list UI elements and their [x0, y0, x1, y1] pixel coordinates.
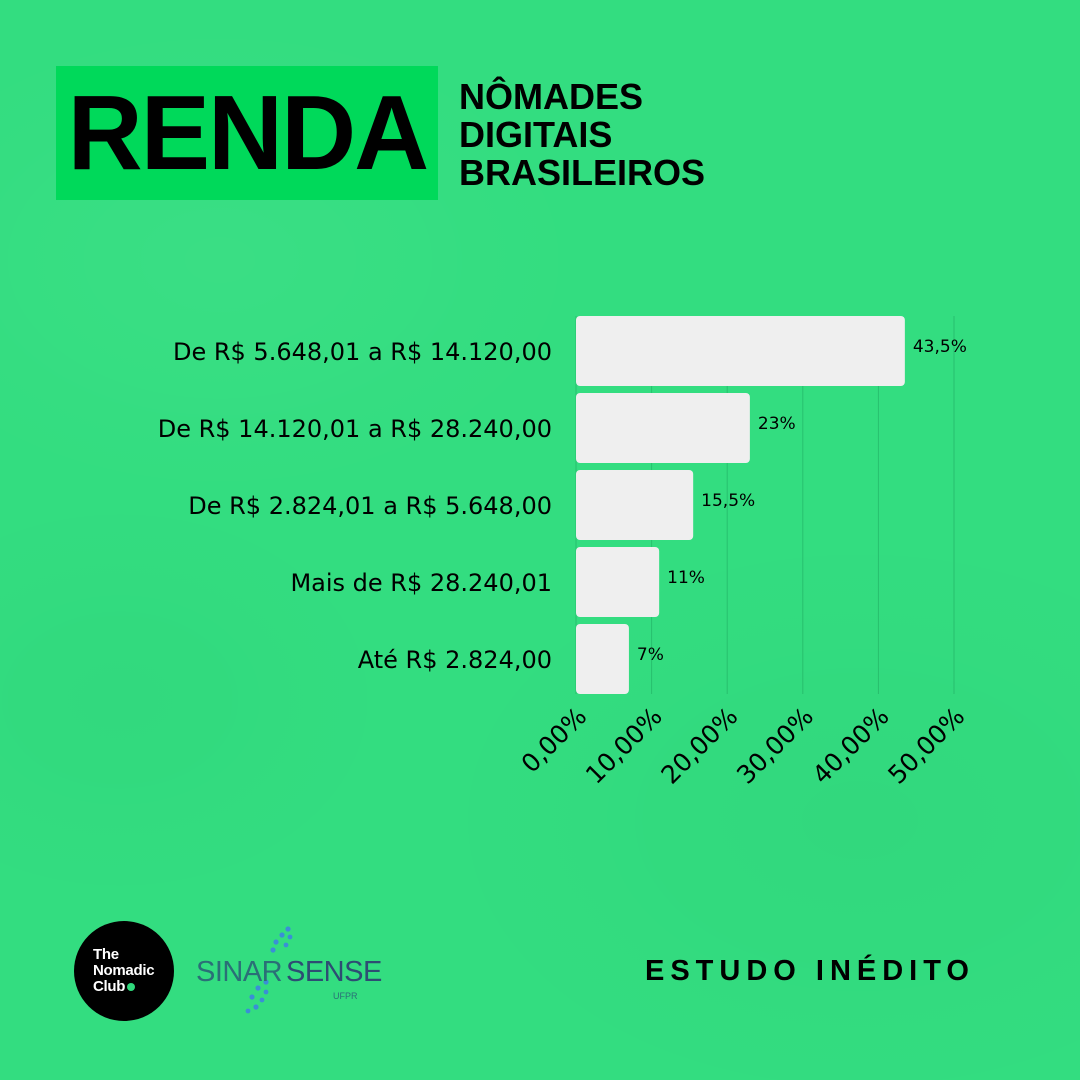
data-label: 11%: [667, 568, 705, 588]
bar: [576, 316, 905, 386]
bar: [576, 393, 750, 463]
ufpr-label: UFPR: [333, 991, 358, 1001]
title-box: RENDA: [56, 66, 438, 200]
page-subtitle: NÔMADES DIGITAIS BRASILEIROS: [459, 78, 705, 192]
data-label: 7%: [637, 645, 664, 665]
sinarsense-dots-icon: [245, 926, 293, 1014]
study-label: ESTUDO INÉDITO: [645, 955, 975, 987]
category-label: De R$ 2.824,01 a R$ 5.648,00: [188, 492, 552, 520]
category-label: Mais de R$ 28.240,01: [290, 569, 552, 597]
data-label: 43,5%: [913, 337, 967, 357]
data-label: 15,5%: [701, 491, 755, 511]
nomadic-club-logo: The Nomadic Club: [74, 921, 174, 1021]
sense-word: SENSE: [286, 956, 382, 988]
bar: [576, 547, 660, 617]
category-label: De R$ 14.120,01 a R$ 28.240,00: [158, 415, 552, 443]
nomadic-logo-line-2: Nomadic: [93, 962, 155, 979]
nomadic-logo-line-1: The: [93, 946, 119, 963]
logo-dot-icon: [127, 983, 136, 992]
x-tick-label: 20,00%: [656, 702, 744, 790]
page-title: RENDA: [67, 74, 429, 192]
bar: [576, 470, 694, 540]
x-tick-label: 40,00%: [807, 702, 895, 790]
bar: [576, 624, 629, 694]
x-tick-label: 0,00%: [516, 702, 593, 779]
data-label: 23%: [758, 414, 796, 434]
subtitle-line-1: NÔMADES: [459, 76, 644, 117]
x-tick-label: 30,00%: [731, 702, 819, 790]
x-tick-label: 50,00%: [882, 702, 970, 790]
nomadic-logo-line-3: Club: [93, 978, 126, 995]
subtitle-line-3: BRASILEIROS: [459, 152, 706, 193]
subtitle-line-2: DIGITAIS: [459, 114, 613, 155]
category-label: Até R$ 2.824,00: [358, 646, 552, 674]
sinar-word: SINAR: [196, 956, 283, 988]
category-label: De R$ 5.648,01 a R$ 14.120,00: [173, 338, 552, 366]
sinarsense-logo: SINAR SENSE UFPR: [196, 925, 382, 1020]
x-tick-label: 10,00%: [580, 702, 668, 790]
